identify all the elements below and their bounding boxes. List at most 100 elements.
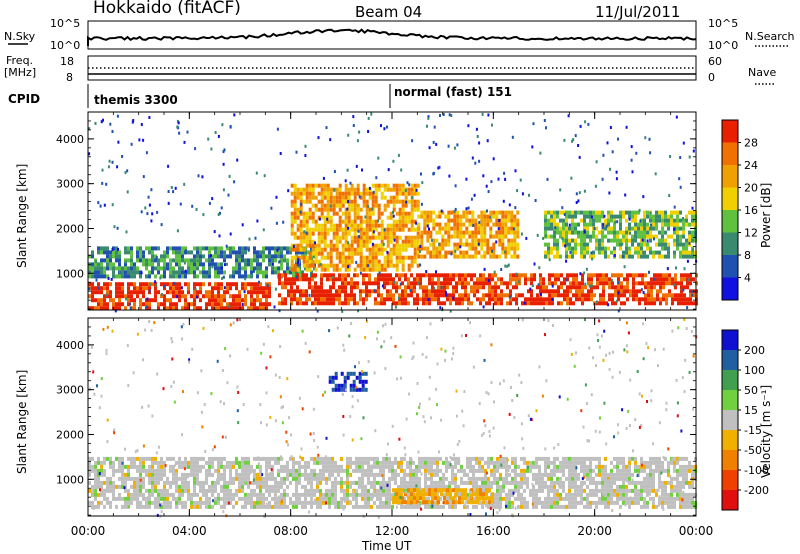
heatmap-cell [439, 456, 442, 461]
heatmap-cell [565, 214, 568, 219]
heatmap-cell [127, 274, 130, 279]
heatmap-cell [88, 287, 91, 291]
heatmap-cell [247, 472, 250, 477]
heatmap-cell [448, 174, 451, 178]
heatmap-cell [574, 210, 577, 215]
heatmap-cell [544, 468, 547, 473]
heatmap-cell [114, 309, 117, 313]
heatmap-cell [352, 124, 355, 127]
heatmap-cell [175, 290, 178, 295]
heatmap-cell [467, 206, 470, 210]
heatmap-cell [389, 277, 392, 282]
heatmap-cell [241, 250, 244, 255]
heatmap-cell [356, 301, 359, 306]
heatmap-cell [347, 219, 351, 224]
heatmap-cell [178, 484, 181, 489]
heatmap-cell [553, 246, 556, 251]
heatmap-cell [359, 215, 363, 220]
heatmap-cell [199, 254, 202, 259]
heatmap-cell [471, 214, 475, 219]
heatmap-cell [602, 297, 605, 302]
heatmap-cell [106, 456, 109, 461]
heatmap-cell [130, 464, 133, 469]
heatmap-cell [542, 297, 545, 302]
heatmap-cell [494, 297, 497, 302]
heatmap-cell [223, 488, 226, 493]
heatmap-cell [508, 496, 511, 501]
heatmap-cell [311, 239, 315, 244]
heatmap-cell [562, 242, 565, 247]
heatmap-cell [181, 270, 184, 275]
heatmap-cell [331, 480, 334, 485]
heatmap-cell [347, 247, 351, 252]
freq-strip: Freq. [MHz] 18 8 60 0 Nave [4, 54, 776, 85]
heatmap-cell [265, 480, 268, 485]
heatmap-cell [91, 464, 94, 469]
heatmap-cell [403, 504, 406, 509]
heatmap-cell [608, 297, 611, 302]
heatmap-cell [490, 480, 493, 485]
heatmap-cell [392, 247, 396, 252]
heatmap-cell [637, 222, 640, 227]
heatmap-cell [625, 210, 628, 215]
heatmap-cell [514, 206, 517, 210]
heatmap-cell [302, 211, 306, 216]
heatmap-cell [205, 246, 208, 251]
heatmap-cell [340, 456, 343, 461]
heatmap-cell [473, 289, 476, 294]
heatmap-cell [533, 297, 536, 302]
heatmap-cell [302, 293, 305, 298]
heatmap-cell [370, 468, 373, 473]
heatmap-cell [352, 480, 355, 485]
heatmap-cell [379, 504, 382, 509]
heatmap-cell [302, 191, 306, 196]
heatmap-cell [208, 274, 211, 279]
heatmap-cell [453, 226, 457, 231]
heatmap-cell [136, 496, 139, 501]
heatmap-cell [476, 289, 479, 294]
heatmap-cell [480, 238, 484, 243]
heatmap-cell [223, 306, 226, 311]
heatmap-cell [127, 496, 130, 501]
heatmap-cell [509, 277, 512, 282]
heatmap-cell [685, 246, 688, 251]
heatmap-cell [685, 238, 688, 243]
heatmap-cell [256, 258, 259, 263]
heatmap-cell [106, 476, 109, 481]
heatmap-cell [452, 273, 455, 278]
heatmap-cell [247, 464, 250, 469]
heatmap-cell [628, 222, 631, 227]
heatmap-cell [259, 500, 262, 505]
heatmap-cell [638, 208, 641, 212]
heatmap-cell [112, 488, 115, 493]
heatmap-cell [355, 480, 358, 485]
heatmap-cell [406, 492, 409, 497]
heatmap-cell [142, 175, 145, 179]
heatmap-cell [467, 124, 470, 128]
heatmap-cell [662, 277, 665, 282]
heatmap-cell [371, 219, 375, 224]
heatmap-cell [202, 456, 205, 461]
heatmap-cell [323, 289, 326, 294]
heatmap-cell [344, 273, 347, 278]
heatmap-cell [572, 138, 575, 142]
heatmap-cell [127, 500, 130, 505]
heatmap-cell [682, 246, 685, 251]
heatmap-cell [287, 277, 290, 282]
heatmap-cell [689, 301, 692, 306]
heatmap-cell [491, 293, 494, 298]
heatmap-cell [425, 301, 428, 306]
heatmap-cell [190, 302, 193, 307]
heatmap-cell [94, 274, 97, 279]
heatmap-cell [335, 251, 339, 256]
heatmap-cell [447, 234, 451, 239]
heatmap-cell [335, 289, 338, 294]
heatmap-cell [293, 277, 296, 282]
heatmap-cell [609, 167, 612, 171]
heatmap-cell [308, 255, 312, 260]
heatmap-cell [326, 191, 330, 196]
heatmap-cell [553, 222, 556, 227]
heatmap-cell [368, 227, 372, 232]
heatmap-cell [613, 230, 616, 235]
heatmap-cell [453, 222, 457, 227]
